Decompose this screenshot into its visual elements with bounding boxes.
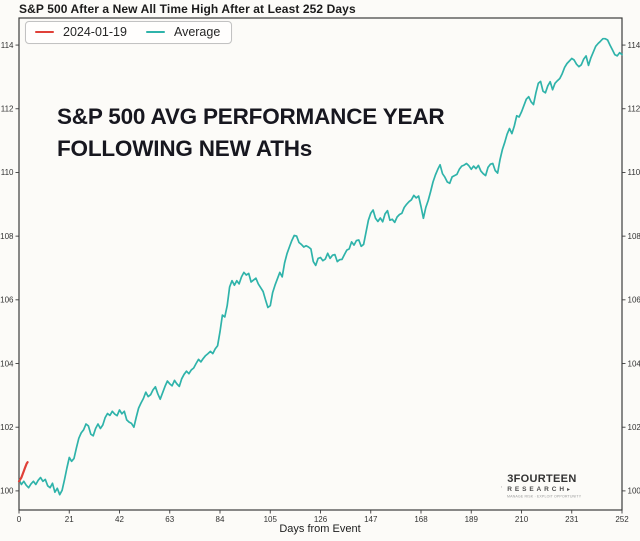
y-tick-label-right: 108 bbox=[628, 232, 640, 241]
annotation-line-1: S&P 500 AVG PERFORMANCE YEAR bbox=[57, 104, 445, 129]
x-tick-label: 189 bbox=[465, 515, 479, 524]
branding-subtitle: RESEARCH▸ bbox=[507, 485, 570, 493]
y-tick-label-right: 106 bbox=[628, 296, 640, 305]
branding-tagline: MANAGE RISK · EXPLOIT OPPORTUNITY bbox=[507, 494, 582, 499]
chart-annotation: S&P 500 AVG PERFORMANCE YEAR FOLLOWING N… bbox=[57, 101, 445, 166]
y-tick-label-left: 110 bbox=[1, 168, 14, 177]
y-tick-label-left: 108 bbox=[0, 232, 14, 241]
x-tick-label: 231 bbox=[565, 515, 579, 524]
plot-frame bbox=[18, 17, 623, 511]
y-tick-label-right: 104 bbox=[628, 359, 640, 368]
legend-label-event: 2024-01-19 bbox=[63, 25, 127, 39]
y-tick-label-right: 114 bbox=[628, 41, 640, 50]
y-tick-label-left: 100 bbox=[0, 487, 14, 496]
x-tick-label: 147 bbox=[364, 515, 378, 524]
x-tick-label: 168 bbox=[414, 515, 428, 524]
x-tick-label: 210 bbox=[515, 515, 529, 524]
legend: 2024-01-19 Average bbox=[25, 21, 233, 44]
y-tick-label-right: 102 bbox=[628, 423, 640, 432]
y-tick-label-right: 112 bbox=[628, 105, 640, 114]
legend-label-average: Average bbox=[173, 25, 221, 39]
x-tick-label: 42 bbox=[115, 515, 124, 524]
branding-arrow-icon: ▸ bbox=[566, 486, 570, 493]
x-tick-label: 63 bbox=[165, 515, 174, 524]
x-tick-label: 21 bbox=[65, 515, 74, 524]
legend-item-average: Average bbox=[145, 25, 221, 39]
branding-name: 3FOURTEEN bbox=[507, 472, 577, 485]
y-tick-label-left: 104 bbox=[0, 359, 14, 368]
annotation-line-2: FOLLOWING NEW ATHs bbox=[57, 136, 313, 162]
y-tick-label-left: 106 bbox=[0, 296, 14, 305]
y-tick-label-left: 114 bbox=[1, 41, 14, 50]
event-line-swatch-icon bbox=[35, 30, 54, 34]
x-tick-label: 126 bbox=[314, 515, 328, 524]
x-tick-label: 0 bbox=[17, 515, 22, 524]
branding-watermark: 3FOURTEEN RESEARCH▸ MANAGE RISK · EXPLOI… bbox=[501, 472, 631, 502]
series-line-average bbox=[18, 37, 623, 496]
x-tick-label: 84 bbox=[216, 515, 225, 524]
average-line-swatch-icon bbox=[145, 30, 165, 34]
x-axis-label: Days from Event bbox=[279, 523, 361, 535]
3fourteen-logo-icon bbox=[501, 486, 503, 488]
branding-text: 3FOURTEEN RESEARCH▸ MANAGE RISK · EXPLOI… bbox=[507, 472, 631, 501]
y-tick-label-left: 112 bbox=[1, 105, 14, 114]
x-tick-label: 105 bbox=[264, 515, 278, 524]
y-tick-label-right: 100 bbox=[628, 487, 640, 496]
series-line-2024-01-19 bbox=[17, 461, 29, 483]
y-tick-label-right: 110 bbox=[628, 168, 640, 177]
x-tick-label: 252 bbox=[615, 515, 629, 524]
y-tick-label-left: 102 bbox=[0, 423, 14, 432]
figure-title: S&P 500 After a New All Time High After … bbox=[19, 2, 356, 16]
legend-item-event: 2024-01-19 bbox=[35, 25, 127, 39]
